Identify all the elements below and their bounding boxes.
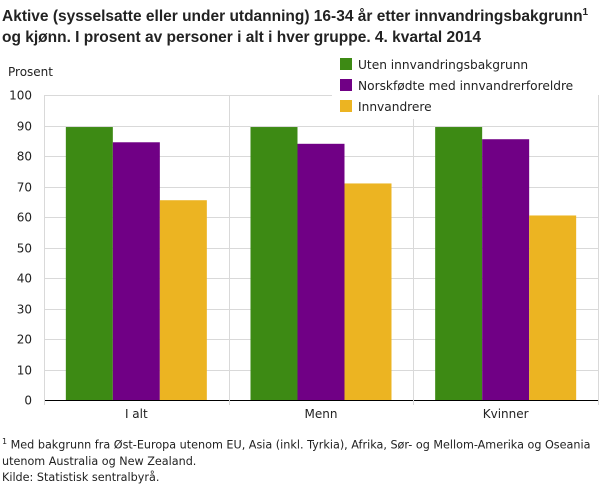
chart-title-text-cont: og kjønn. I prosent av personer i alt i … <box>2 29 481 47</box>
y-tick-label: 80 <box>17 150 32 164</box>
y-axis-label: Prosent <box>8 65 53 79</box>
bar <box>65 127 113 401</box>
footnote: 1 Med bakgrunn fra Øst-Europa utenom EU,… <box>2 434 607 470</box>
chart-title: Aktive (sysselsatte eller under utdannin… <box>2 2 607 48</box>
legend-swatch <box>340 100 352 112</box>
chart-title-footnote-marker: 1 <box>582 7 589 18</box>
bar <box>482 139 530 400</box>
chart-title-text: Aktive (sysselsatte eller under utdannin… <box>2 8 583 26</box>
y-tick-label: 0 <box>24 394 32 408</box>
x-tick-label: I alt <box>125 407 148 421</box>
y-tick-label: 70 <box>17 181 32 195</box>
y-tick-label: 30 <box>17 303 32 317</box>
legend-swatch <box>340 58 352 70</box>
bar <box>297 143 345 401</box>
y-tick-label: 50 <box>17 242 32 256</box>
y-tick-label: 100 <box>9 89 32 103</box>
y-tick-label: 40 <box>17 272 32 286</box>
footnote-marker: 1 <box>2 437 8 446</box>
bar-chart: 0 10 20 30 40 50 60 70 80 90 100 Prosent I alt Menn… <box>8 50 599 421</box>
legend-label: Norskfødte med innvandrerforeldre <box>358 79 573 93</box>
bar <box>112 142 160 400</box>
category-dividers <box>44 95 599 405</box>
bars <box>65 127 577 401</box>
footnote-text: Med bakgrunn fra Øst-Europa utenom EU, A… <box>2 438 591 468</box>
legend: Uten innvandringsbakgrunn Norskfødte med … <box>332 50 598 119</box>
x-axis-ticks: I alt Menn Kvinner <box>125 407 529 421</box>
y-axis-ticks: 0 10 20 30 40 50 60 70 80 90 100 <box>9 89 32 408</box>
legend-swatch <box>340 79 352 91</box>
legend-background <box>332 50 598 119</box>
x-tick-label: Menn <box>305 407 338 421</box>
bar <box>344 183 392 400</box>
legend-label: Innvandrere <box>358 100 432 114</box>
y-tick-label: 10 <box>17 364 32 378</box>
y-tick-label: 90 <box>17 120 32 134</box>
y-tick-label: 20 <box>17 333 32 347</box>
source-note: Kilde: Statistisk sentralbyrå. <box>2 471 160 484</box>
bar <box>435 127 483 401</box>
legend-label: Uten innvandringsbakgrunn <box>358 58 528 72</box>
bar <box>159 200 207 400</box>
bar <box>529 215 577 400</box>
y-tick-label: 60 <box>17 211 32 225</box>
bar <box>250 127 298 401</box>
x-tick-label: Kvinner <box>483 407 529 421</box>
